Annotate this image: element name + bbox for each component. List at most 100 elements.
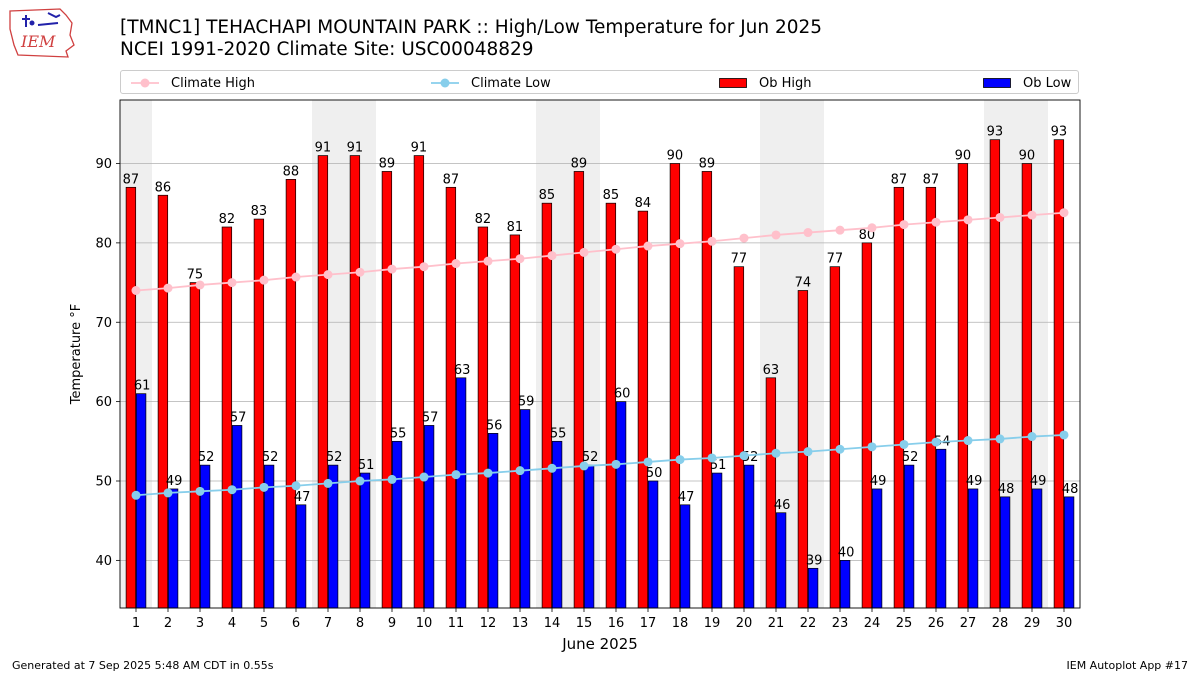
label-ob-high-day-10: 91 (411, 141, 428, 156)
bar-ob-low-day-19 (711, 472, 723, 609)
point-climate-high-day-23 (835, 225, 845, 235)
bar-ob-high-day-26 (925, 186, 937, 609)
label-ob-low-day-2: 49 (166, 474, 183, 489)
bar-ob-low-day-16 (615, 401, 627, 609)
chart-subtitle: NCEI 1991-2020 Climate Site: USC00048829 (120, 39, 534, 60)
xtick-label-18: 18 (672, 616, 689, 631)
label-ob-high-day-5: 83 (251, 204, 268, 219)
point-climate-low-day-8 (355, 476, 365, 486)
label-ob-high-day-19: 89 (699, 156, 716, 171)
legend-item-ob-low: Ob Low (983, 74, 1071, 92)
legend-item-climate-high: Climate High (131, 74, 255, 92)
xtick-label-2: 2 (164, 616, 172, 631)
point-climate-low-day-23 (835, 444, 845, 454)
point-climate-low-day-17 (643, 457, 653, 467)
point-climate-high-day-13 (515, 254, 525, 264)
label-ob-high-day-12: 82 (475, 212, 492, 227)
point-climate-low-day-1 (131, 490, 141, 500)
xtick-label-8: 8 (356, 616, 364, 631)
xtick-label-17: 17 (640, 616, 657, 631)
xtick-label-24: 24 (864, 616, 881, 631)
point-climate-low-day-21 (771, 448, 781, 458)
bar-ob-low-day-15 (583, 464, 595, 609)
bar-ob-high-day-19 (701, 171, 713, 609)
label-ob-low-day-12: 56 (486, 418, 503, 433)
footer-app-id: IEM Autoplot App #17 (1066, 659, 1189, 672)
bar-ob-low-day-8 (359, 472, 371, 609)
point-climate-low-day-20 (739, 451, 749, 461)
point-climate-high-day-25 (899, 220, 909, 230)
point-climate-low-day-30 (1059, 430, 1069, 440)
label-ob-low-day-22: 39 (806, 553, 823, 568)
bar-ob-low-day-28 (999, 496, 1011, 609)
line-climate-low (135, 434, 1065, 497)
point-climate-high-day-30 (1059, 208, 1069, 218)
xtick-label-22: 22 (800, 616, 817, 631)
bar-ob-low-day-30 (1063, 496, 1075, 609)
label-ob-low-day-29: 49 (1030, 474, 1047, 489)
label-ob-high-day-11: 87 (443, 172, 460, 187)
label-ob-low-day-24: 49 (870, 474, 887, 489)
bar-ob-low-day-20 (743, 464, 755, 609)
label-ob-low-day-16: 60 (614, 387, 631, 402)
point-climate-high-day-20 (739, 233, 749, 243)
label-ob-high-day-17: 84 (635, 196, 652, 211)
label-ob-low-day-7: 52 (326, 450, 343, 465)
label-ob-high-day-14: 85 (539, 188, 556, 203)
label-ob-high-day-9: 89 (379, 156, 396, 171)
bar-ob-low-day-10 (423, 425, 435, 609)
bar-ob-low-day-26 (935, 448, 947, 609)
point-climate-high-day-18 (675, 239, 685, 249)
bar-ob-low-day-18 (679, 504, 691, 609)
logo-text: IEM (20, 32, 56, 51)
plot-frame (119, 99, 1081, 609)
label-ob-high-day-1: 87 (123, 172, 140, 187)
xtick-label-19: 19 (704, 616, 721, 631)
label-ob-low-day-5: 52 (262, 450, 279, 465)
legend-item-climate-low: Climate Low (431, 74, 551, 92)
bar-ob-high-day-10 (413, 155, 425, 609)
xtick-label-23: 23 (832, 616, 849, 631)
point-climate-high-day-28 (995, 212, 1005, 222)
label-ob-low-day-18: 47 (678, 490, 695, 505)
xtick-label-27: 27 (960, 616, 977, 631)
point-climate-high-day-22 (803, 228, 813, 238)
label-ob-low-day-3: 52 (198, 450, 215, 465)
legend-swatch (983, 78, 1011, 88)
bar-ob-high-day-29 (1021, 163, 1033, 609)
bar-ob-low-day-17 (647, 480, 659, 609)
point-climate-high-day-27 (963, 215, 973, 225)
label-ob-low-day-14: 55 (550, 426, 567, 441)
bar-ob-high-day-17 (637, 210, 649, 609)
point-climate-high-day-17 (643, 241, 653, 251)
point-climate-high-day-11 (451, 259, 461, 269)
point-climate-low-day-28 (995, 434, 1005, 444)
xtick-label-15: 15 (576, 616, 593, 631)
point-climate-high-day-1 (131, 286, 141, 295)
bar-ob-high-day-1 (125, 186, 137, 609)
point-climate-low-day-13 (515, 466, 525, 476)
legend-swatch (131, 78, 159, 88)
point-climate-high-day-19 (707, 236, 717, 246)
label-ob-low-day-10: 57 (422, 410, 439, 425)
xtick-label-6: 6 (292, 616, 300, 631)
xtick-label-11: 11 (448, 616, 465, 631)
bar-ob-high-day-13 (509, 234, 521, 609)
xtick-label-10: 10 (416, 616, 433, 631)
point-climate-low-day-7 (323, 478, 333, 488)
xtick-label-25: 25 (896, 616, 913, 631)
point-climate-high-day-10 (419, 262, 429, 272)
label-ob-high-day-21: 63 (763, 363, 780, 378)
bar-ob-high-day-20 (733, 266, 745, 609)
ytick-label-40: 40 (95, 554, 112, 569)
point-climate-low-day-11 (451, 470, 461, 480)
label-ob-low-day-11: 63 (454, 363, 471, 378)
point-climate-low-day-15 (579, 461, 589, 471)
legend-swatch (719, 78, 747, 88)
bar-ob-low-day-22 (807, 567, 819, 609)
footer-generated: Generated at 7 Sep 2025 5:48 AM CDT in 0… (12, 659, 274, 672)
xtick-label-9: 9 (388, 616, 396, 631)
point-climate-high-day-12 (483, 256, 493, 266)
label-ob-high-day-2: 86 (155, 180, 172, 195)
bar-ob-high-day-2 (157, 194, 169, 609)
